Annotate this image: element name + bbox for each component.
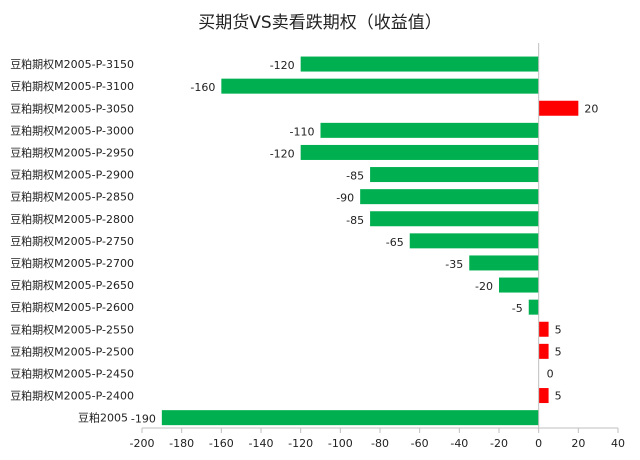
category-label: 豆粕期权M2005-P-2800 (10, 212, 134, 226)
category-label: 豆粕期权M2005-P-2600 (10, 300, 134, 314)
value-label: -5 (512, 302, 523, 315)
category-label: 豆粕期权M2005-P-2950 (10, 145, 134, 159)
x-tick-label: -160 (209, 437, 234, 450)
category-label: 豆粕期权M2005-P-3100 (10, 79, 134, 93)
bar (161, 410, 539, 426)
category-label: 豆粕期权M2005-P-2750 (10, 234, 134, 248)
category-label: 豆粕期权M2005-P-3150 (10, 57, 134, 71)
x-tick-label: 40 (611, 437, 625, 450)
x-tick-label: 0 (535, 437, 542, 450)
category-label: 豆粕期权M2005-P-2850 (10, 190, 134, 204)
value-label: -85 (346, 214, 364, 227)
value-label: -20 (475, 280, 493, 293)
bar (409, 233, 539, 249)
x-tick-label: -140 (249, 437, 274, 450)
value-label: -85 (346, 170, 364, 183)
value-labels: -120 -160 20 -110 -120 -85 -90 -85 -65 -35 -20 -5 5 5… (131, 59, 598, 426)
category-label: 豆粕期权M2005-P-2500 (10, 344, 134, 358)
value-label: -120 (270, 147, 295, 160)
category-label: 豆粕期权M2005-P-2700 (10, 256, 134, 270)
bar (538, 343, 549, 359)
x-tick-label: -20 (490, 437, 508, 450)
bar (300, 56, 539, 72)
value-label: -120 (270, 59, 295, 72)
value-label: 0 (547, 367, 554, 380)
bar (528, 299, 539, 315)
bar (499, 277, 539, 293)
bar (221, 78, 539, 94)
bar (538, 321, 549, 337)
category-label: 豆粕期权M2005-P-2900 (10, 168, 134, 182)
x-tick-label: -100 (328, 437, 353, 450)
bar (360, 189, 539, 205)
chart-title: 买期货VS卖看跌期权（收益值） (198, 13, 442, 33)
category-label: 豆粕期权M2005-P-2550 (10, 322, 134, 336)
x-tick-label: -80 (371, 437, 389, 450)
category-label: 豆粕期权M2005-P-3000 (10, 123, 134, 137)
x-tick-label: 20 (571, 437, 585, 450)
x-axis: -200 -180 -160 -140 -120 -100 -80 -60 -40 -20 0 20 4… (130, 43, 625, 450)
category-label: 豆粕期权M2005-P-2450 (10, 366, 134, 380)
value-label: 5 (555, 390, 562, 403)
category-label: 豆粕期权M2005-P-2650 (10, 278, 134, 292)
category-label: 豆粕期权M2005-P-2400 (10, 389, 134, 403)
bar (370, 167, 539, 183)
x-tick-label: -120 (288, 437, 313, 450)
x-tick-label: -40 (450, 437, 468, 450)
category-label: 豆粕2005 (78, 411, 128, 425)
value-label: -90 (336, 192, 354, 205)
x-tick-label: -60 (411, 437, 429, 450)
value-label: -190 (131, 413, 156, 426)
bar (370, 211, 539, 227)
bar (538, 388, 549, 404)
value-label: -35 (445, 258, 463, 271)
value-label: -110 (290, 125, 315, 138)
category-labels: 豆粕期权M2005-P-3150 豆粕期权M2005-P-3100 豆粕期权M200… (10, 57, 134, 425)
x-tick-label: -200 (130, 437, 155, 450)
bars-layer (161, 56, 579, 426)
value-label: 20 (584, 102, 598, 115)
value-label: 5 (555, 323, 562, 336)
bar (300, 144, 539, 160)
bar (320, 122, 539, 138)
category-label: 豆粕期权M2005-P-3050 (10, 101, 134, 115)
bar (469, 255, 539, 271)
bar (538, 100, 579, 116)
value-label: -65 (386, 236, 404, 249)
value-label: 5 (555, 345, 562, 358)
x-tick-label: -180 (169, 437, 194, 450)
value-label: -160 (190, 81, 215, 94)
